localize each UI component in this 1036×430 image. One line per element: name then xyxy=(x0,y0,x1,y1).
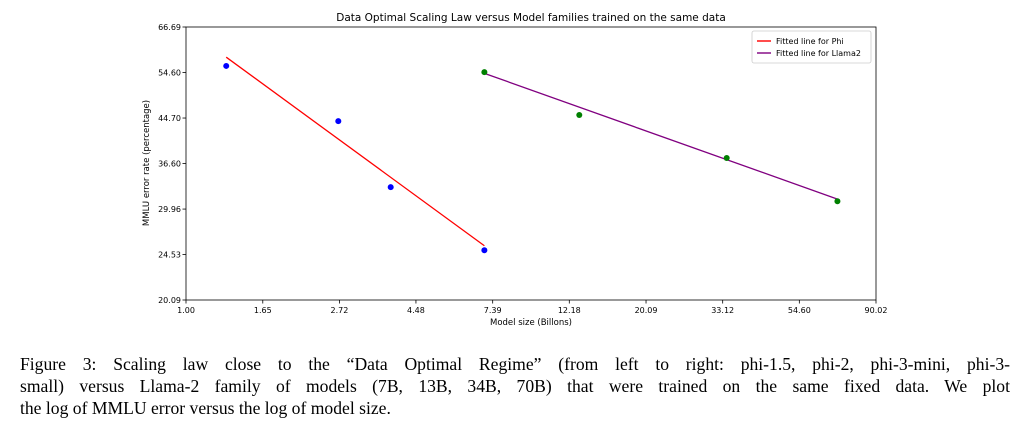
y-tick-label: 36.60 xyxy=(158,160,181,169)
y-tick-label: 54.60 xyxy=(158,69,181,78)
x-tick-label: 20.09 xyxy=(635,306,658,315)
x-tick-label: 7.39 xyxy=(484,306,502,315)
chart: Data Optimal Scaling Law versus Model fa… xyxy=(142,12,887,328)
data-point xyxy=(223,62,230,69)
fitted-line xyxy=(225,56,485,247)
legend xyxy=(751,30,872,64)
data-point xyxy=(481,247,488,254)
fitted-line xyxy=(484,72,838,200)
chart-title: Data Optimal Scaling Law versus Model fa… xyxy=(336,12,726,24)
x-tick-label: 90.02 xyxy=(865,306,888,315)
x-tick-label: 4.48 xyxy=(407,306,425,315)
caption-line: the log of MMLU error versus the log of … xyxy=(20,398,391,418)
plot-area: 1.00 1.65 2.72 4.48 7.39 12.18 20.09 33.12 54.60… xyxy=(158,23,887,315)
data-point xyxy=(576,111,583,118)
x-tick-label: 54.60 xyxy=(788,306,811,315)
data-point xyxy=(387,184,394,191)
x-tick-label: 2.72 xyxy=(331,306,349,315)
caption-line: Figure 3: Scaling law close to the “Data… xyxy=(20,354,1010,374)
y-axis-label: MMLU error rate (percentage) xyxy=(142,100,152,226)
x-axis-label: Model size (Billons) xyxy=(490,318,572,328)
y-tick-label: 29.96 xyxy=(158,205,181,214)
y-tick-label: 20.09 xyxy=(158,296,181,305)
x-tick-label: 12.18 xyxy=(558,306,581,315)
y-tick-label: 66.69 xyxy=(158,23,181,32)
legend-label: Fitted line for Llama2 xyxy=(776,49,861,58)
caption-line: small) versus Llama-2 family of models (… xyxy=(20,376,1010,396)
x-tick-label: 1.00 xyxy=(177,306,195,315)
data-point xyxy=(834,198,841,205)
y-tick-label: 44.70 xyxy=(158,114,181,123)
data-point xyxy=(481,69,488,76)
figure-caption: Figure 3: Scaling law close to the “Data… xyxy=(20,353,1010,419)
data-point xyxy=(335,118,342,125)
x-tick-label: 1.65 xyxy=(254,306,272,315)
plot-frame xyxy=(185,26,877,301)
x-tick-label: 33.12 xyxy=(711,306,734,315)
data-point xyxy=(723,154,730,161)
y-tick-label: 24.53 xyxy=(158,251,181,260)
legend-label: Fitted line for Phi xyxy=(776,37,844,46)
